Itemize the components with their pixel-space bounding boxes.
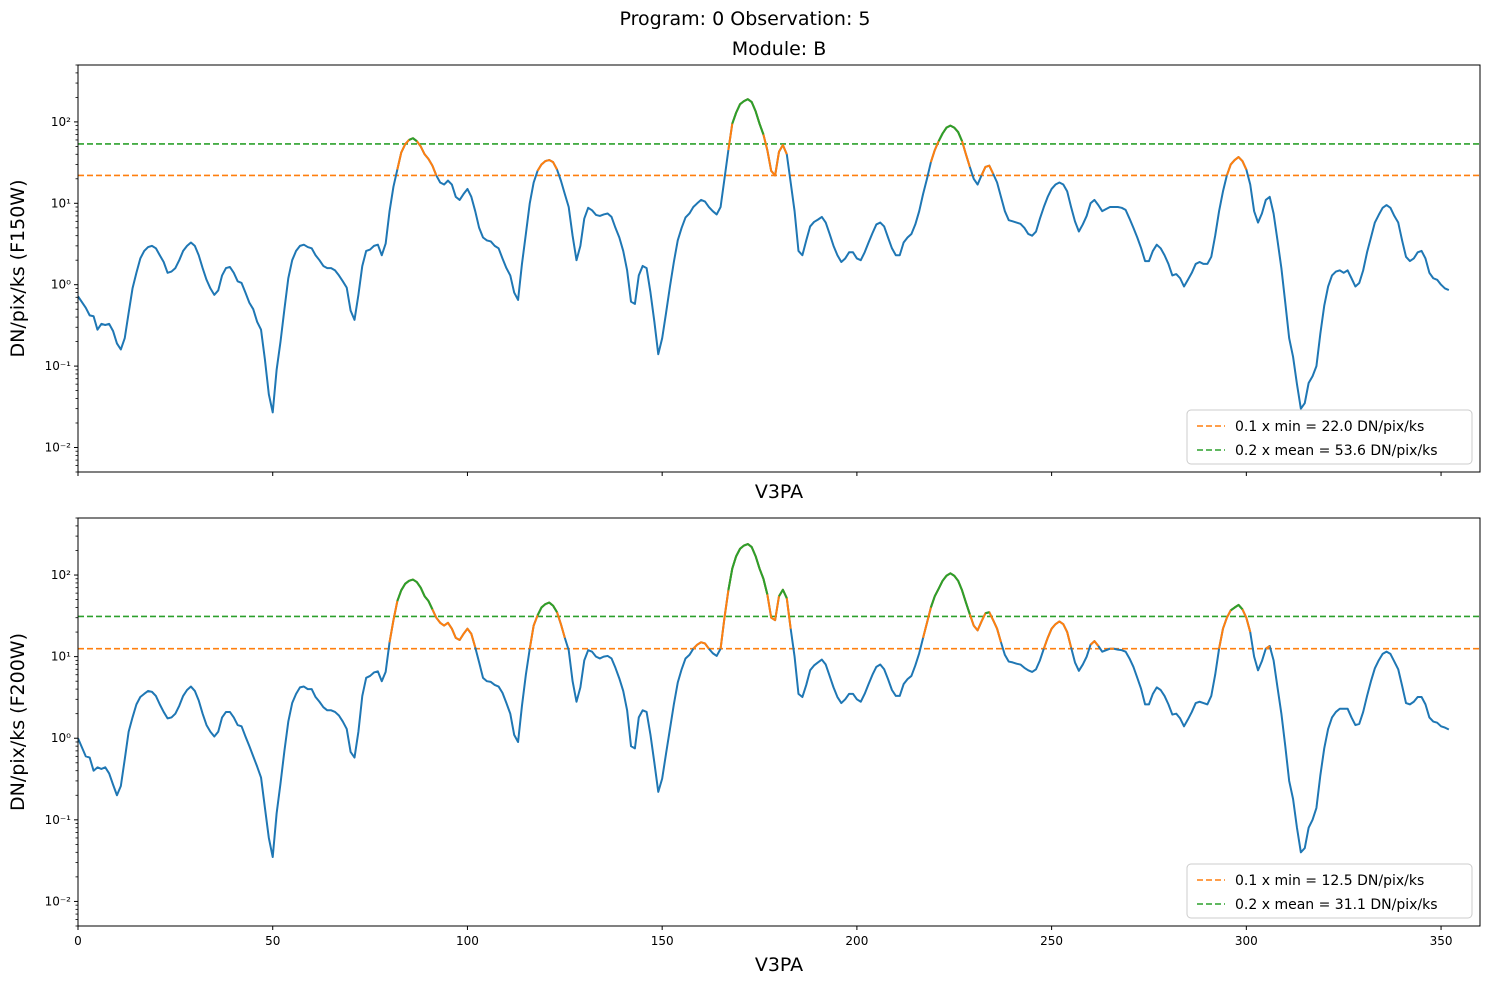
above-mean-segment xyxy=(985,611,990,615)
above-min-segment xyxy=(536,159,558,172)
above-min-segment xyxy=(1265,645,1271,650)
y-tick-label: 10¹ xyxy=(51,650,71,664)
above-mean-segment xyxy=(396,578,434,610)
y-axis-label: DN/pix/ks (F150W) xyxy=(7,180,29,358)
x-axis-label: V3PA xyxy=(755,954,803,976)
above-mean-segment xyxy=(731,98,765,135)
legend-label: 0.1 x min = 12.5 DN/pix/ks xyxy=(1235,873,1424,889)
x-tick-label: 50 xyxy=(265,934,280,948)
legend-label: 0.2 x mean = 53.6 DN/pix/ks xyxy=(1235,443,1438,459)
x-tick-label: 350 xyxy=(1430,934,1453,948)
x-tick-label: 300 xyxy=(1235,934,1258,948)
y-tick-label: 10⁻² xyxy=(45,894,72,908)
plot-frame xyxy=(77,64,1481,473)
legend-label: 0.1 x min = 22.0 DN/pix/ks xyxy=(1235,419,1424,435)
above-mean-segment xyxy=(1230,603,1244,612)
y-tick-label: 10⁻¹ xyxy=(45,359,72,373)
x-tick-label: 150 xyxy=(651,934,674,948)
legend-box xyxy=(1186,409,1473,465)
above-mean-segment xyxy=(937,124,963,142)
panel-top: 10⁻² 10⁻¹ 10⁰ 10¹ 10² V3PA DN/pix/ks (F150W) 0.… xyxy=(7,64,1481,503)
y-tick-label: 10⁻² xyxy=(45,440,72,454)
above-mean-segment xyxy=(727,543,769,595)
y-axis-label: DN/pix/ks (F200W) xyxy=(7,633,29,811)
above-mean-segment xyxy=(408,137,418,142)
above-mean-segment xyxy=(929,572,971,615)
above-min-segment xyxy=(1089,640,1100,647)
y-tick-label: 10¹ xyxy=(51,196,71,210)
above-mean-segment xyxy=(778,588,788,599)
above-mean-segment xyxy=(536,601,558,616)
x-axis-label: V3PA xyxy=(755,481,803,503)
subplot-title: Module: B xyxy=(732,38,827,60)
x-tick-label: 0 xyxy=(74,934,82,948)
y-tick-label: 10² xyxy=(51,115,71,129)
above-min-segment xyxy=(1225,156,1248,176)
suptitle: Program: 0 Observation: 5 xyxy=(620,8,871,30)
legend-label: 0.2 x mean = 31.1 DN/pix/ks xyxy=(1235,897,1438,913)
y-tick-label: 10⁻¹ xyxy=(45,813,72,827)
above-min-segment xyxy=(1042,620,1073,650)
above-min-segment xyxy=(980,164,995,176)
panel-bottom: 10⁻² 10⁻¹ 10⁰ 10¹ 10² 0 50 100 150 200 250 300 350 V3… xyxy=(7,517,1481,976)
above-min-segment xyxy=(692,641,710,650)
y-tick-label: 10² xyxy=(51,568,71,582)
x-tick-label: 100 xyxy=(456,934,479,948)
y-tick-label: 10⁰ xyxy=(51,731,71,745)
x-tick-label: 200 xyxy=(845,934,868,948)
x-tick-label: 250 xyxy=(1040,934,1063,948)
legend-box xyxy=(1186,863,1473,919)
y-tick-label: 10⁰ xyxy=(51,278,71,292)
plot-frame xyxy=(77,517,1481,927)
